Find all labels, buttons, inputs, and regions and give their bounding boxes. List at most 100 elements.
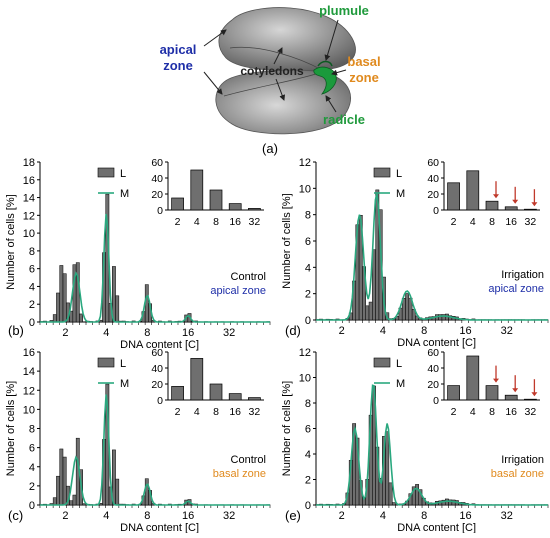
y-tick-label: 14 (23, 366, 35, 378)
treatment-label: Irrigation (501, 269, 544, 281)
y-tick-label: 10 (23, 228, 35, 240)
inset-x-tick-label: 2 (175, 216, 181, 228)
histogram-bar-L (63, 274, 66, 322)
x-tick-label: 16 (182, 327, 194, 339)
histogram-bar-L (60, 449, 63, 505)
inset-bar (248, 208, 260, 210)
inset-bar (248, 398, 260, 400)
histogram-bar-L (60, 265, 63, 322)
y-tick-label: 6 (29, 264, 35, 276)
y-tick-label: 4 (305, 449, 311, 461)
histogram-bar-L (405, 293, 408, 320)
inset-bar (448, 386, 460, 400)
treatment-label: Irrigation (501, 454, 544, 466)
histogram-bar-L (386, 432, 389, 505)
inset-bar (229, 394, 241, 400)
histogram-bar-L (76, 263, 79, 322)
y-tick-label: 8 (29, 246, 35, 258)
panel-a-label: (a) (262, 141, 278, 156)
legend-label-L: L (120, 358, 126, 370)
inset-y-tick-label: 40 (151, 173, 163, 185)
inset-y-tick-label: 40 (427, 363, 439, 375)
x-tick-label: 32 (223, 510, 235, 522)
y-tick-label: 2 (29, 481, 35, 493)
y-axis-label: Number of cells [%] (5, 381, 17, 476)
y-axis-label: Number of cells [%] (281, 381, 293, 476)
zone-label: apical zone (488, 283, 544, 295)
x-tick-label: 2 (339, 510, 345, 522)
inset-y-tick-label: 0 (157, 205, 163, 217)
treatment-label: Control (231, 454, 266, 466)
histogram-bar-L (63, 457, 66, 505)
apical-zone-label: zone (163, 58, 193, 73)
inset-x-tick-label: 32 (249, 406, 261, 418)
histogram-bar-L (145, 479, 148, 505)
inset-red-arrowhead (493, 194, 499, 198)
inset-y-tick-label: 60 (151, 347, 163, 359)
inset-x-tick-label: 4 (470, 216, 476, 228)
inset-x-tick-label: 32 (249, 216, 261, 228)
y-tick-label: 4 (29, 462, 35, 474)
histogram-bar-L (116, 296, 119, 322)
y-axis-label: Number of cells [%] (281, 193, 293, 288)
seed-diagram: apical zone cotyledons plumule basal zon… (160, 3, 381, 156)
x-tick-label: 32 (501, 325, 513, 337)
arrow-apical-bottom (204, 72, 222, 94)
inset-bar (467, 356, 479, 400)
y-tick-label: 10 (299, 373, 311, 385)
basal-zone-label: zone (349, 70, 379, 85)
y-tick-label: 6 (305, 236, 311, 248)
legend-label-M: M (120, 188, 129, 200)
x-tick-label: 16 (459, 325, 471, 337)
x-axis-label: DNA content [C] (397, 522, 476, 533)
y-tick-label: 2 (305, 289, 311, 301)
inset-bar (210, 384, 222, 400)
apical-label: apical (160, 42, 197, 57)
histogram-bar-L (389, 483, 392, 505)
inset-x-tick-label: 32 (525, 216, 537, 228)
inset-red-arrowhead (512, 200, 518, 204)
inset-y-tick-label: 60 (427, 347, 439, 359)
x-tick-label: 2 (62, 510, 68, 522)
y-tick-label: 0 (305, 315, 311, 327)
y-tick-label: 6 (305, 424, 311, 436)
y-tick-label: 16 (23, 347, 35, 359)
y-tick-label: 10 (299, 183, 311, 195)
inset-y-tick-label: 40 (427, 173, 439, 185)
legend-label-L: L (396, 358, 402, 370)
inset-bar (191, 358, 203, 400)
y-tick-label: 10 (23, 404, 35, 416)
inset-x-tick-label: 8 (489, 216, 495, 228)
y-tick-label: 0 (305, 500, 311, 512)
inset-bar (524, 399, 536, 400)
legend-label-M: M (396, 378, 405, 390)
y-tick-label: 8 (305, 398, 311, 410)
inset-red-arrowhead (512, 388, 518, 392)
y-tick-label: 12 (299, 347, 311, 359)
inset-bar (172, 386, 184, 400)
legend-swatch-L (98, 168, 114, 177)
inset-bar (172, 198, 184, 210)
x-tick-label: 4 (380, 510, 386, 522)
histogram-bar-L (53, 315, 56, 322)
x-tick-label: 16 (459, 510, 471, 522)
y-tick-label: 12 (23, 385, 35, 397)
histogram-bar-L (56, 293, 59, 322)
histogram-bar-L (79, 314, 82, 322)
y-tick-label: 2 (305, 475, 311, 487)
inset-bar (505, 207, 517, 210)
panel-label: (c) (8, 508, 23, 523)
radicle-label: radicle (323, 112, 365, 127)
inset-x-tick-label: 8 (213, 406, 219, 418)
inset-red-arrowhead (531, 392, 537, 396)
inset-y-tick-label: 20 (427, 189, 439, 201)
legend-label-M: M (120, 378, 129, 390)
y-tick-label: 6 (29, 443, 35, 455)
y-tick-label: 16 (23, 175, 35, 187)
inset-x-tick-label: 4 (194, 216, 200, 228)
y-tick-label: 4 (305, 262, 311, 274)
